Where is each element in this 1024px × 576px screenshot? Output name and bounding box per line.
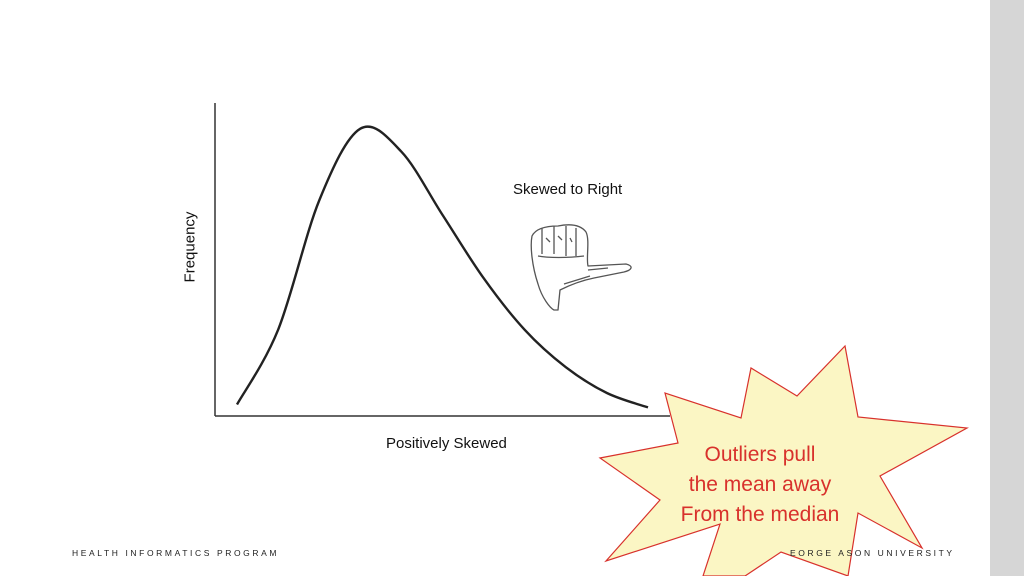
thumb-pointing-right-hand-icon [530,224,632,311]
callout-line-3: From the median [680,503,840,526]
y-axis-label: Frequency [181,211,199,283]
footer-university: EORGE ASON UNIVERSITY [790,548,955,558]
callout-line-1: Outliers pull [704,443,816,466]
x-axis-label: Positively Skewed [386,435,507,452]
skew-curve [235,125,649,409]
curve-annotation: Skewed to Right [513,181,623,198]
footer-program: HEALTH INFORMATICS PROGRAM [72,548,280,558]
callout-text: Outliers pull the mean away From the med… [640,440,880,530]
callout-starburst [598,344,969,576]
slide: Frequency Skewed to Right Positively Ske… [72,103,969,576]
side-panel [990,0,1024,576]
callout-line-2: the mean away [688,473,832,496]
skew-chart [214,103,969,576]
